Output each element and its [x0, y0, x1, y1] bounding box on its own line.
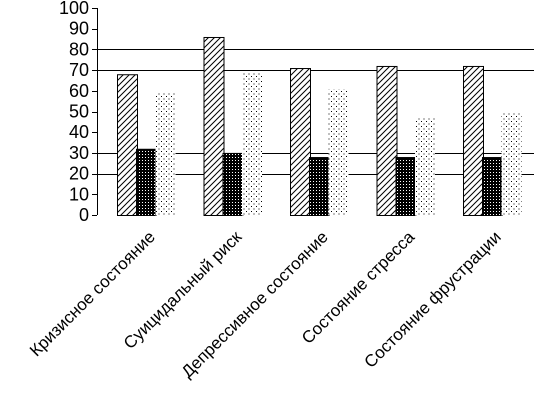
y-tick-label: 70 [69, 60, 89, 80]
bar [290, 68, 311, 216]
bar [328, 89, 349, 216]
y-axis [92, 8, 98, 216]
y-tick-label: 0 [79, 205, 89, 225]
y-tick-label: 40 [69, 122, 89, 142]
bar [136, 148, 157, 216]
bar [117, 74, 138, 216]
bars [117, 36, 522, 217]
y-tick-label: 30 [69, 143, 89, 163]
bar [482, 157, 503, 216]
y-tick-label: 10 [69, 184, 89, 204]
bar [415, 118, 435, 216]
bar [242, 72, 262, 216]
y-tick-label: 90 [69, 19, 89, 39]
bar [376, 65, 398, 216]
y-tick-label: 80 [69, 39, 89, 59]
bar [395, 157, 417, 216]
y-tick-label: 50 [69, 102, 89, 122]
bar [463, 65, 484, 216]
y-tick-label: 60 [69, 81, 89, 101]
bar [155, 93, 176, 216]
bar [222, 152, 244, 216]
bar [309, 157, 330, 216]
y-tick-label: 100 [59, 0, 89, 18]
category-label: Депрессивное состояние [178, 227, 332, 381]
bar [501, 112, 522, 216]
bar [203, 36, 225, 217]
y-tick-label: 20 [69, 164, 89, 184]
